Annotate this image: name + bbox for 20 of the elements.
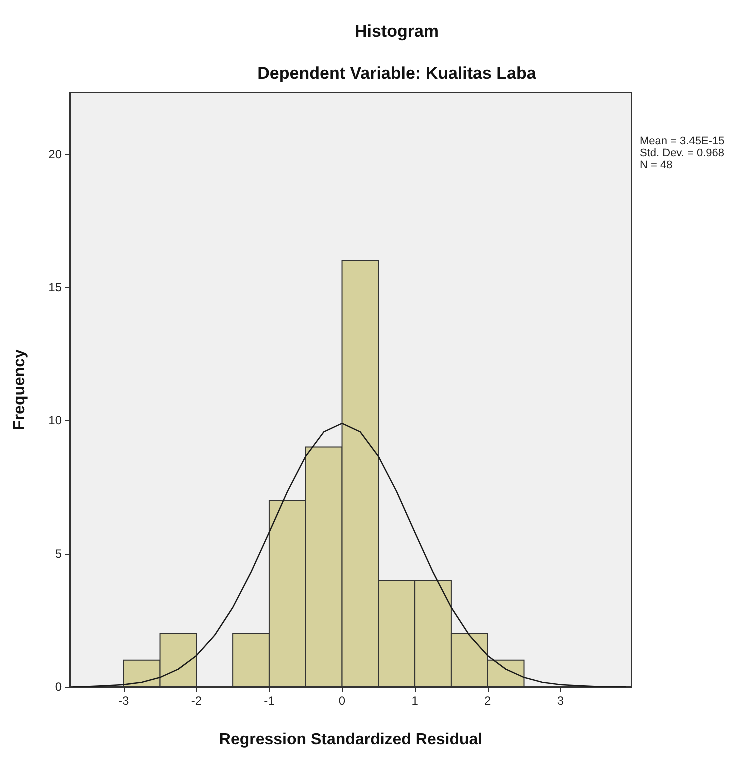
x-tick-label: -1 (264, 694, 276, 708)
text: N = 48 (640, 160, 673, 172)
text: Mean = 3.45E-15 (640, 136, 725, 148)
y-tick-label: 15 (48, 280, 62, 294)
chart-subtitle: Dependent Variable: Kualitas Laba (258, 64, 537, 83)
text: Std. Dev. = 0.968 (640, 148, 724, 160)
y-tick-label: 20 (48, 147, 62, 162)
y-tick-label: 10 (48, 414, 62, 428)
x-tick-label: -2 (191, 694, 202, 708)
chart-title: Histogram (354, 22, 440, 41)
y-axis-title: Frequency (12, 349, 28, 430)
line-series (72, 422, 627, 688)
x-tick-label: 2 (484, 694, 492, 708)
y-tick-label: 0 (55, 680, 62, 694)
x-tick-label: -3 (118, 694, 130, 708)
x-tick-label: 0 (338, 694, 346, 708)
y-tick-label: 5 (55, 546, 62, 561)
x-tick-label: 1 (412, 694, 419, 708)
x-tick-label: 3 (557, 694, 564, 708)
x-axis-title: Regression Standardized Residual (219, 732, 483, 748)
